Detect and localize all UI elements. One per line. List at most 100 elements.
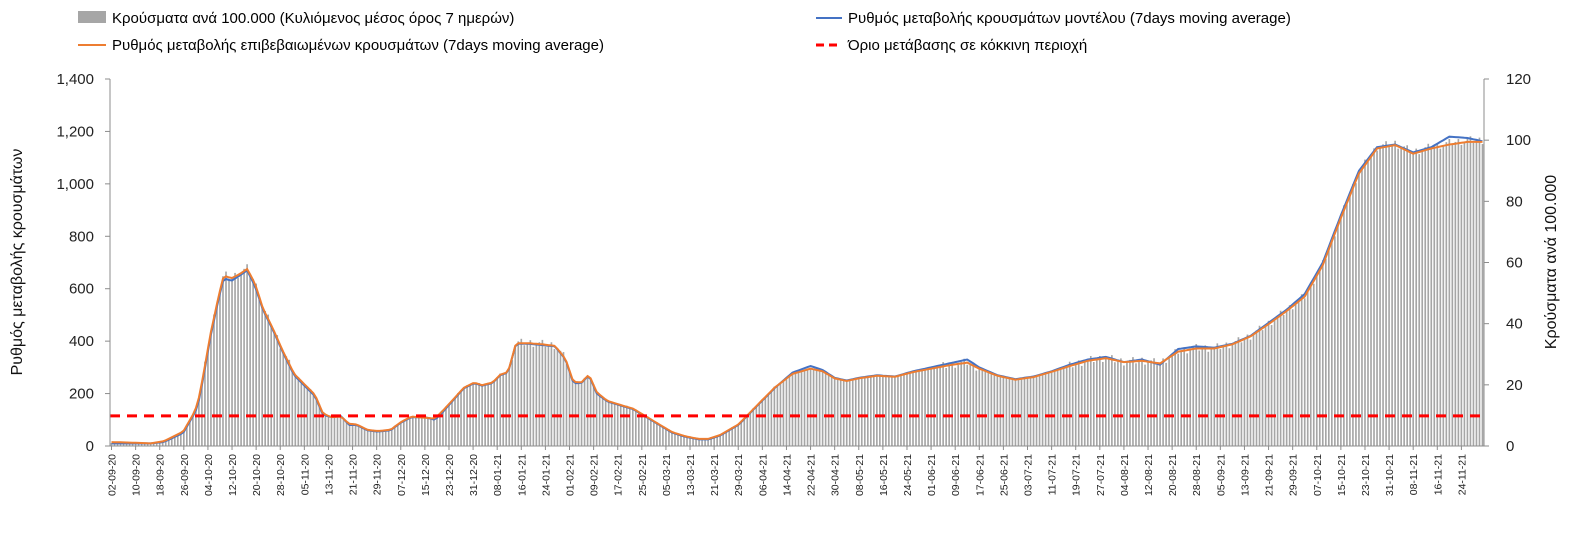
bar [216,306,218,446]
bar [436,415,438,446]
bar [1059,369,1062,446]
bar [1198,350,1201,446]
bar [547,344,550,446]
bar [270,327,273,446]
bar [526,342,529,446]
bar [1207,351,1210,446]
bar [1463,141,1466,447]
x-tick-label: 30-04-21 [830,454,842,496]
bar [475,382,477,446]
bar [1409,153,1412,446]
bar [1056,368,1059,446]
bar [131,443,134,446]
bar [794,371,797,446]
bar [1044,372,1047,446]
bar [900,373,902,446]
bar [1306,290,1309,446]
bar [523,345,526,446]
bar [360,426,363,446]
bar [848,380,851,446]
bar [541,339,544,446]
bar [1358,173,1360,446]
x-tick-label: 21-09-21 [1264,454,1276,496]
bar [369,429,372,446]
bar [1343,205,1345,446]
bar [1189,350,1192,446]
x-tick-label: 28-10-20 [275,454,287,496]
bar [1376,150,1378,447]
bar [511,360,514,446]
bar [393,425,396,446]
x-tick-label: 28-08-21 [1191,454,1203,496]
y-right-axis-title: Κρούσματα ανά 100.000 [1543,175,1560,349]
bar [225,271,227,446]
bar [1020,378,1023,446]
bar [770,390,773,446]
x-tick-label: 16-05-21 [878,454,890,496]
bar [785,379,788,446]
bar [1285,310,1288,446]
bar [830,376,833,446]
bar [1216,343,1219,446]
y-right-tick-label: 80 [1506,193,1523,210]
bar [336,416,339,446]
bar [405,419,408,446]
x-tick-label: 26-09-20 [179,454,191,496]
x-tick-label: 14-04-21 [781,454,793,496]
bar [981,369,984,446]
bar [252,279,254,446]
bar [1174,349,1176,446]
x-tick-label: 07-12-20 [396,454,408,496]
bar [1120,358,1122,446]
bar [430,418,432,446]
bar [1011,378,1014,446]
bar [803,369,806,446]
bar [1451,144,1454,446]
bar [1180,350,1183,446]
y-left-tick-label: 0 [86,438,94,455]
bar [933,368,935,446]
bar [1270,325,1273,446]
bar [1102,361,1104,446]
bar [201,381,203,446]
x-tick-label: 20-08-21 [1167,454,1179,496]
bar [692,438,694,446]
bar [640,413,643,446]
bar [1309,282,1312,446]
bar [421,417,423,446]
bar [665,428,667,446]
bar [152,443,155,446]
bar [460,391,462,446]
bar [1162,358,1164,446]
bar [842,379,845,446]
bar [1466,138,1469,446]
bar [186,425,188,446]
bar [1273,320,1276,446]
bar [1138,360,1140,446]
bar [1129,359,1131,446]
bar [273,330,276,446]
bar [1023,377,1026,446]
bar [713,437,715,446]
bar [888,375,890,446]
bar [502,373,505,446]
bar [930,367,932,446]
y-left-tick-label: 400 [69,333,94,350]
bar [445,406,447,446]
bar [1014,378,1017,446]
y-left-axis-title: Ρυθμός μεταβολής κρουσμάτων [9,149,26,376]
bar [122,442,125,446]
bar [791,373,794,446]
bar [535,344,538,446]
bar [1243,338,1246,446]
bar [728,429,731,446]
bar [628,408,631,446]
bar [1114,362,1116,446]
bar [1385,141,1387,446]
bar [1071,367,1074,446]
bar [737,424,740,446]
bar [963,358,966,446]
bar [562,352,565,446]
bar [1421,150,1424,446]
bar [821,370,824,446]
